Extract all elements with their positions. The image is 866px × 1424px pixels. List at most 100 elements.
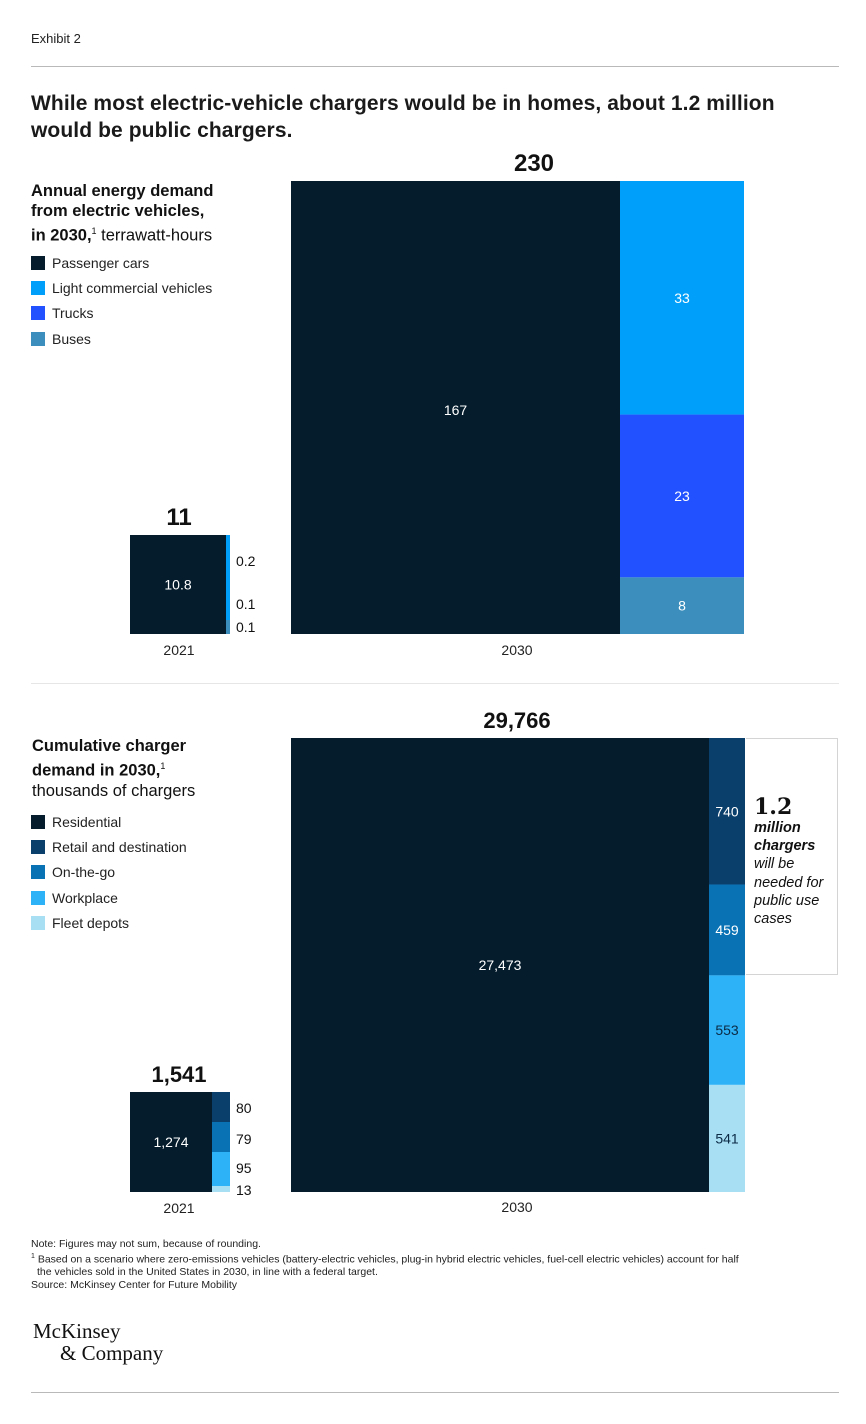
bar-buses-2021 (226, 620, 230, 634)
callout-rest: will be needed for public use cases (754, 856, 824, 928)
data-label-light-commercial-vehicles-2021: 0.2 (236, 553, 256, 569)
energy-title-line3: in 2030, (31, 226, 92, 245)
exhibit-label: Exhibit 2 (31, 31, 81, 46)
data-label-passenger-cars-2030: 167 (444, 402, 468, 418)
bottom-divider (31, 1392, 839, 1393)
top-divider (31, 66, 839, 67)
page-title: While most electric-vehicle chargers wou… (31, 92, 775, 142)
category-label-2030: 2030 (501, 1199, 532, 1215)
legend-fleet-depots: Fleet depots (31, 910, 187, 935)
public-chargers-callout: 1.2 million chargers will be needed for … (746, 738, 838, 975)
bar-retail-and-destination-2021 (212, 1092, 230, 1122)
bar-passenger-cars-2021 (130, 535, 226, 634)
total-label-2030: 230 (514, 150, 554, 177)
total-label-2021: 11 (166, 504, 191, 531)
legend-label: Workplace (52, 889, 118, 906)
data-label-passenger-cars-2021: 10.8 (164, 577, 191, 593)
data-label-on-the-go-2021: 79 (236, 1131, 252, 1147)
logo-line1: McKinsey (33, 1319, 121, 1343)
legend-swatch (31, 915, 45, 930)
category-label-2021: 2021 (163, 1200, 194, 1216)
legend-label: Trucks (52, 305, 94, 322)
legend-retail: Retail and destination (31, 834, 187, 859)
total-label-2021: 1,541 (151, 1062, 206, 1087)
legend-swatch (31, 890, 45, 905)
charger-title-line2: demand in 2030, (32, 761, 161, 780)
legend-swatch (31, 255, 45, 270)
data-label-retail-and-destination-2030: 740 (715, 803, 739, 819)
data-label-fleet-depots-2021: 13 (236, 1182, 252, 1198)
callout-bold: million chargers (754, 820, 816, 855)
bar-workplace-2021 (212, 1152, 230, 1186)
footnote-line2: the vehicles sold in the United States i… (37, 1266, 378, 1279)
energy-panel-title: Annual energy demand from electric vehic… (31, 181, 281, 246)
charger-panel-title: Cumulative charger demand in 2030,1 thou… (32, 736, 282, 801)
bar-residential-2021 (130, 1092, 212, 1192)
legend-label: Retail and destination (52, 838, 187, 855)
legend-swatch (31, 865, 45, 880)
notes: Note: Figures may not sum, because of ro… (31, 1238, 821, 1292)
footnote-sup: 1 (31, 1252, 35, 1260)
legend-label: On-the-go (52, 864, 116, 881)
bar-workplace-2030 (709, 975, 745, 1085)
legend-on-the-go: On-the-go (31, 860, 187, 885)
callout-text: million chargers will be needed for publ… (754, 819, 837, 928)
data-label-residential-2021: 1,274 (153, 1134, 188, 1150)
legend-trucks: Trucks (31, 301, 212, 326)
bar-fleet-depots-2021 (212, 1186, 230, 1192)
data-label-trucks-2030: 23 (674, 488, 690, 504)
charger-chart: 1,274 80 79 95 13 1,541 2021 27,473 740 459 553 541… (130, 708, 745, 1216)
bar-light-commercial-vehicles-2021 (226, 535, 230, 620)
section-divider (31, 683, 839, 684)
data-label-retail-and-destination-2021: 80 (236, 1100, 252, 1116)
charger-title-line1: Cumulative charger (32, 737, 187, 755)
legend-label: Residential (52, 813, 122, 830)
footnote-line1: Based on a scenario where zero-emissions… (37, 1253, 739, 1266)
bar-on-the-go-2021 (212, 1122, 230, 1152)
legend-residential: Residential (31, 809, 187, 834)
category-label-2030: 2030 (501, 642, 532, 658)
footnote-1: 1 Based on a scenario where zero-emissio… (31, 1251, 821, 1266)
bar-residential-2030 (291, 738, 709, 1192)
charger-legend: Residential Retail and destination On-th… (31, 809, 187, 935)
legend-label: Passenger cars (52, 254, 150, 271)
legend-workplace: Workplace (31, 885, 187, 910)
charger-title-sup: 1 (160, 761, 166, 771)
energy-title-line1: Annual energy demand (31, 182, 214, 200)
legend-swatch (31, 814, 45, 829)
legend-swatch (31, 839, 45, 854)
legend-buses: Buses (31, 326, 212, 351)
data-label-on-the-go-2030: 459 (715, 922, 739, 938)
data-label-trucks-2021: 0.1 (236, 596, 256, 612)
legend-light-commercial: Light commercial vehicles (31, 275, 212, 300)
legend-passenger-cars: Passenger cars (31, 250, 212, 275)
bar-trucks-2030 (620, 414, 744, 578)
category-label-2021: 2021 (163, 642, 194, 658)
charger-title-unit: thousands of chargers (32, 781, 196, 800)
data-label-light-commercial-vehicles-2030: 33 (674, 290, 690, 306)
legend-swatch (31, 331, 45, 346)
energy-title-sup: 1 (91, 226, 97, 236)
bar-buses-2030 (620, 577, 744, 634)
bar-retail-and-destination-2030 (709, 738, 745, 885)
data-label-workplace-2030: 553 (715, 1022, 739, 1038)
legend-swatch (31, 306, 45, 321)
callout-value: 1.2 (754, 794, 793, 820)
legend-label: Fleet depots (52, 914, 130, 931)
energy-title-line2: from electric vehicles, (31, 202, 205, 220)
energy-legend: Passenger cars Light commercial vehicles… (31, 250, 212, 351)
source: Source: McKinsey Center for Future Mobil… (31, 1278, 237, 1291)
legend-swatch (31, 280, 45, 295)
data-label-buses-2030: 8 (678, 598, 686, 614)
data-label-residential-2030: 27,473 (479, 957, 522, 973)
bar-fleet-depots-2030 (709, 1084, 745, 1192)
bar-passenger-cars-2030 (291, 181, 620, 634)
energy-title-unit: terrawatt-hours (96, 226, 213, 245)
logo-line2: & Company (60, 1341, 164, 1365)
data-label-buses-2021: 0.1 (236, 619, 256, 635)
note-rounding: Note: Figures may not sum, because of ro… (31, 1238, 261, 1250)
legend-label: Buses (52, 330, 91, 347)
mckinsey-logo: McKinsey & Company (33, 1320, 163, 1364)
bar-light-commercial-vehicles-2030 (620, 181, 744, 415)
